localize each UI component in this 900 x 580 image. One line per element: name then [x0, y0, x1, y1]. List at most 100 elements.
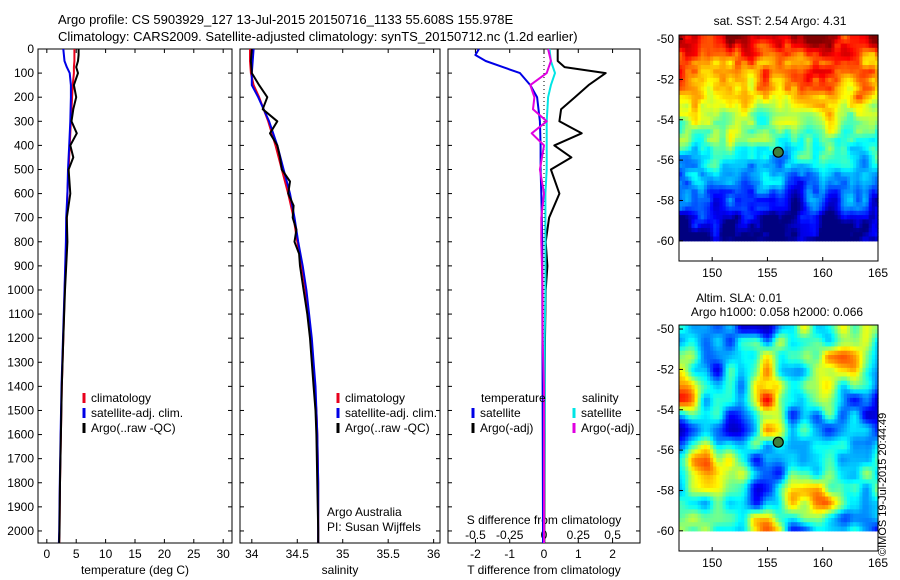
sla-map-lon-tick-label: 165: [868, 556, 888, 570]
salinity-difference-tick-label: -0.25: [496, 528, 524, 542]
depth-tick-label: 0: [27, 42, 34, 56]
sst-map-frame: [678, 34, 879, 262]
depth-tick-label: 200: [14, 90, 34, 104]
salinity-legend-label: climatology: [345, 391, 405, 405]
depth-tick-label: 500: [14, 162, 34, 176]
sla-map-lat-tick-label: -52: [657, 362, 675, 376]
difference-series-salinity-cyan: [543, 48, 556, 543]
depth-tick-label: 1400: [7, 379, 34, 393]
sla-map-lat-tick-label: -50: [657, 322, 675, 336]
difference-tick-label: -1: [504, 547, 515, 561]
salinity-difference-tick-label: 0.5: [604, 528, 621, 542]
sla-map-frame: [678, 324, 879, 552]
depth-tick-label: 600: [14, 187, 34, 201]
sst-map-float-position-marker: [772, 146, 784, 158]
depth-tick-label: 1800: [7, 476, 34, 490]
sla-map-lat-tick-label: -56: [657, 443, 675, 457]
depth-tick-label: 2000: [7, 524, 34, 538]
sst-map-heatmap: [679, 35, 879, 242]
sst-map-lat-tick-label: -58: [657, 193, 675, 207]
temperature-panel-frame: [37, 48, 233, 544]
sla-map-lat-tick-label: -58: [657, 483, 675, 497]
temperature-tick-label: 25: [187, 547, 201, 561]
sst-map-lon-tick-label: 155: [757, 266, 777, 280]
difference-series-salinity-magenta: [529, 48, 552, 543]
temperature-axis-label: temperature (deg C): [81, 563, 189, 577]
sla-map-lon-tick-label: 150: [702, 556, 722, 570]
sst-map-lat-tick-label: -56: [657, 153, 675, 167]
sst-map-lon-tick-label: 165: [868, 266, 888, 280]
difference-axis-label: T difference from climatology: [467, 563, 621, 577]
sla-map-lat-tick-label: -54: [657, 403, 675, 417]
difference-legend-label: satellite: [480, 406, 521, 420]
depth-tick-label: 800: [14, 235, 34, 249]
salinity-difference-tick-label: -0.5: [465, 528, 486, 542]
salinity-legend-label: Argo(..raw -QC): [345, 421, 430, 435]
difference-legend-label: Argo(-adj): [480, 421, 533, 435]
salinity-tick-label: 34: [245, 547, 259, 561]
temperature-legend-label: satellite-adj. clim.: [91, 406, 183, 420]
difference-tick-label: -2: [470, 547, 481, 561]
difference-series-temperature-black: [543, 49, 607, 543]
sst-map-lat-tick-label: -60: [657, 234, 675, 248]
sst-map-lon-tick-label: 150: [702, 266, 722, 280]
salinity-series-black: [249, 48, 320, 543]
temperature-tick-label: 20: [158, 547, 172, 561]
salinity-tick-label: 35.5: [377, 547, 401, 561]
principal-investigator-label: PI: Susan Wijffels: [327, 520, 421, 534]
depth-tick-label: 1500: [7, 403, 34, 417]
depth-tick-label: 1600: [7, 428, 34, 442]
sst-map-lon-tick-label: 160: [813, 266, 833, 280]
sla-map-subtitle: Argo h1000: 0.058 h2000: 0.066: [691, 305, 863, 319]
sla-map-float-position-marker: [772, 436, 784, 448]
depth-tick-label: 700: [14, 211, 34, 225]
sst-map-lat-tick-label: -50: [657, 32, 675, 46]
depth-tick-label: 1000: [7, 283, 34, 297]
sla-map-lon-tick-label: 155: [757, 556, 777, 570]
sla-map-lat-tick-label: -60: [657, 524, 675, 538]
salinity-legend-label: satellite-adj. clim.: [345, 406, 437, 420]
sla-map-heatmap: [679, 325, 879, 532]
difference-legend-label: Argo(-adj): [581, 421, 634, 435]
salinity-difference-tick-label: 0.25: [567, 528, 591, 542]
depth-tick-label: 1300: [7, 355, 34, 369]
sst-map-lat-tick-label: -52: [657, 72, 675, 86]
salinity-tick-label: 35: [336, 547, 350, 561]
depth-tick-label: 100: [14, 66, 34, 80]
difference-legend-label: satellite: [581, 406, 622, 420]
temperature-tick-label: 10: [99, 547, 113, 561]
imos-timestamp: ©IMOS 19-Jul-2015 20:44:49: [877, 412, 889, 556]
temperature-tick-label: 0: [43, 547, 50, 561]
depth-tick-label: 1200: [7, 331, 34, 345]
sst-map-lat-tick-label: -54: [657, 113, 675, 127]
difference-legend-header-temperature: temperature: [481, 391, 546, 405]
temperature-series-black: [58, 49, 80, 544]
sla-map-title: Altim. SLA: 0.01: [696, 291, 782, 305]
sst-map-title: sat. SST: 2.54 Argo: 4.31: [714, 14, 847, 28]
sla-map-lon-tick-label: 160: [813, 556, 833, 570]
salinity-axis-label: salinity: [322, 563, 359, 577]
salinity-series-blue: [250, 48, 320, 543]
depth-tick-label: 400: [14, 138, 34, 152]
temperature-tick-label: 15: [128, 547, 142, 561]
depth-tick-label: 1700: [7, 452, 34, 466]
temperature-tick-label: 30: [217, 547, 231, 561]
temperature-legend-label: climatology: [91, 391, 151, 405]
difference-tick-label: 1: [575, 547, 582, 561]
difference-tick-label: 0: [541, 547, 548, 561]
temperature-legend-label: Argo(..raw -QC): [91, 421, 176, 435]
difference-tick-label: 2: [609, 547, 616, 561]
depth-tick-label: 1100: [8, 307, 34, 321]
salinity-tick-label: 36: [427, 547, 441, 561]
depth-tick-label: 300: [14, 114, 34, 128]
salinity-panel-frame: [239, 48, 441, 544]
difference-series-temperature-blue: [474, 48, 544, 543]
depth-tick-label: 1900: [7, 500, 34, 514]
temperature-tick-label: 5: [73, 547, 80, 561]
figure-title-line1: Argo profile: CS 5903929_127 13-Jul-2015…: [58, 12, 514, 27]
depth-tick-label: 900: [14, 259, 34, 273]
data-provider-label: Argo Australia: [327, 505, 402, 519]
figure-title-line2: Climatology: CARS2009. Satellite-adjuste…: [58, 29, 578, 44]
salinity-tick-label: 34.5: [286, 547, 310, 561]
difference-legend-header-salinity: salinity: [582, 391, 619, 405]
